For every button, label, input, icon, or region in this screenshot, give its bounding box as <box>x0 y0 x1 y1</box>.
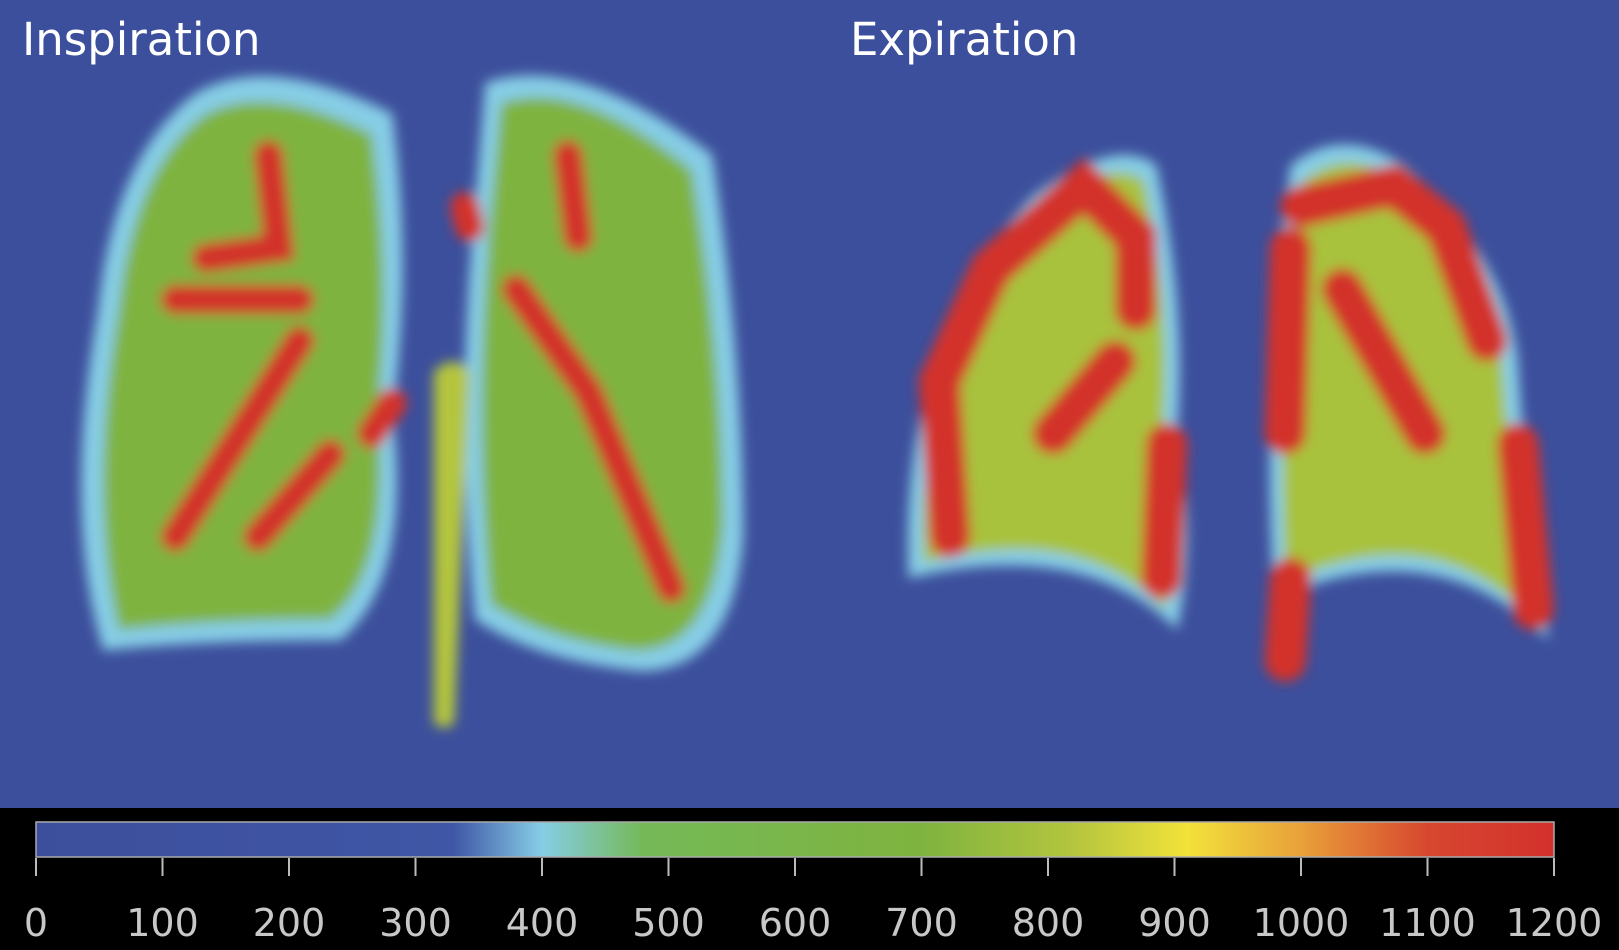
tick-label: 200 <box>253 901 326 945</box>
tick-label: 1100 <box>1379 901 1476 945</box>
tick-label: 900 <box>1138 901 1211 945</box>
vessels <box>918 157 1554 682</box>
tick-label: 1200 <box>1506 901 1603 945</box>
lung-tissue <box>481 97 723 651</box>
colorbar <box>35 821 1555 858</box>
tick-label: 700 <box>885 901 958 945</box>
tick-label: 400 <box>506 901 579 945</box>
tick-label: 600 <box>759 901 832 945</box>
lung-tissue <box>103 101 384 630</box>
tick-label: 300 <box>379 901 452 945</box>
tick-label: 1000 <box>1253 901 1350 945</box>
tick-label: 100 <box>126 901 199 945</box>
panel-label: Expiration <box>850 13 1078 66</box>
vessels <box>161 140 686 603</box>
trachea <box>433 361 470 728</box>
tick-label: 800 <box>1012 901 1085 945</box>
panel-label: Inspiration <box>22 13 261 66</box>
tick-label: 500 <box>632 901 705 945</box>
tick-label: 0 <box>24 901 48 945</box>
lung-maps <box>81 75 1554 728</box>
